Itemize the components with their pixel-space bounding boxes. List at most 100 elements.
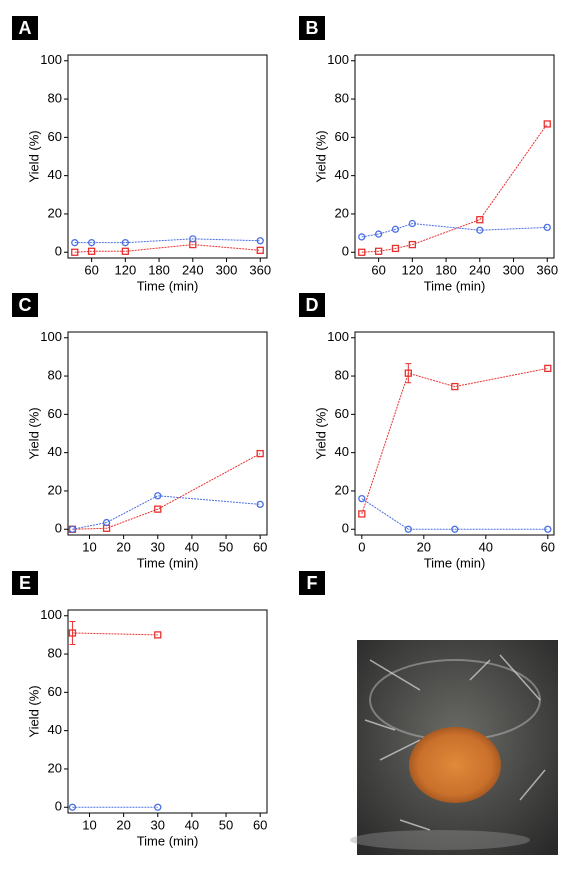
error-bar xyxy=(405,363,412,384)
y-tick-label: 100 xyxy=(327,329,349,344)
x-tick-label: 300 xyxy=(503,262,525,277)
x-tick-label: 20 xyxy=(417,539,431,554)
data-point xyxy=(358,248,366,256)
panel-label-box xyxy=(299,16,325,40)
plot-frame xyxy=(354,331,555,536)
data-point xyxy=(391,225,400,233)
data-point xyxy=(256,500,264,509)
x-tick-label: 40 xyxy=(185,539,199,554)
data-point xyxy=(68,525,77,533)
panel-label: C xyxy=(19,295,32,315)
data-point xyxy=(68,803,77,811)
panel-label: E xyxy=(19,573,31,593)
data-point xyxy=(87,247,96,255)
y-tick-label: 60 xyxy=(335,406,349,421)
data-point xyxy=(544,364,552,373)
error-bar xyxy=(69,620,76,645)
x-tick-label: 0 xyxy=(358,539,365,554)
data-point xyxy=(154,803,162,811)
x-tick-label: 60 xyxy=(84,262,98,277)
data-point xyxy=(408,240,416,249)
x-tick-label: 120 xyxy=(114,262,136,277)
panel: D 0 20 40 60 80 100 0 20 40 60 Time (min) Yield (%) xyxy=(299,293,555,570)
data-point xyxy=(404,369,412,377)
y-tick-label: 40 xyxy=(48,167,62,182)
y-tick-label: 20 xyxy=(48,205,62,220)
panel-label-box xyxy=(299,293,325,317)
x-axis-title: Time (min) xyxy=(424,555,486,570)
y-tick-label: 20 xyxy=(48,482,62,497)
x-tick-label: 20 xyxy=(116,817,130,832)
y-tick-label: 100 xyxy=(327,52,349,67)
plot-frame xyxy=(67,54,268,259)
data-point xyxy=(544,525,552,533)
data-point xyxy=(71,248,79,256)
x-tick-label: 360 xyxy=(536,262,558,277)
series-line xyxy=(72,495,261,530)
x-tick-label: 20 xyxy=(116,539,130,554)
series-line xyxy=(361,123,548,253)
x-tick-label: 60 xyxy=(541,539,555,554)
x-tick-label: 30 xyxy=(151,539,165,554)
panel: F xyxy=(299,571,325,595)
x-tick-label: 360 xyxy=(249,262,271,277)
y-tick-label: 80 xyxy=(335,367,349,382)
y-axis-title: Yield (%) xyxy=(26,407,41,459)
data-point xyxy=(102,518,111,527)
y-tick-label: 20 xyxy=(335,482,349,497)
x-tick-label: 300 xyxy=(216,262,238,277)
x-tick-label: 50 xyxy=(219,539,233,554)
data-point xyxy=(358,494,366,503)
y-tick-label: 60 xyxy=(335,129,349,144)
data-point xyxy=(451,382,459,391)
x-tick-label: 10 xyxy=(82,539,96,554)
data-point xyxy=(358,233,366,241)
data-point xyxy=(87,239,96,247)
x-axis-title: Time (min) xyxy=(137,555,199,570)
panel: A 0 20 40 60 80 100 60 120 180 240 300 360 Time (min)… xyxy=(12,16,271,293)
data-point xyxy=(154,631,162,639)
data-point xyxy=(391,244,400,253)
data-point xyxy=(121,247,129,255)
x-tick-label: 50 xyxy=(219,817,233,832)
x-tick-label: 60 xyxy=(371,262,385,277)
data-point xyxy=(256,449,264,458)
y-tick-label: 80 xyxy=(335,90,349,105)
y-tick-label: 0 xyxy=(342,244,349,259)
data-point xyxy=(451,525,459,533)
x-tick-label: 60 xyxy=(253,539,267,554)
panel-label-box xyxy=(12,16,38,40)
x-tick-label: 60 xyxy=(253,817,267,832)
data-point xyxy=(374,247,383,255)
data-point xyxy=(256,237,264,245)
y-tick-label: 60 xyxy=(48,406,62,421)
x-tick-label: 180 xyxy=(148,262,170,277)
y-tick-label: 40 xyxy=(335,444,349,459)
data-point xyxy=(256,246,264,254)
y-axis-title: Yield (%) xyxy=(26,685,41,737)
y-tick-label: 0 xyxy=(55,521,62,536)
panel-label: F xyxy=(307,573,318,593)
y-tick-label: 0 xyxy=(55,244,62,259)
panel-label-box xyxy=(299,571,325,595)
data-point xyxy=(476,216,484,224)
data-point xyxy=(543,223,551,232)
panel: C 0 20 40 60 80 100 10 20 30 40 50 60 Time (min) Yield… xyxy=(12,293,268,570)
series-line xyxy=(72,632,158,636)
y-tick-label: 40 xyxy=(48,444,62,459)
data-point xyxy=(189,235,197,243)
x-tick-label: 10 xyxy=(82,817,96,832)
photo xyxy=(350,640,558,855)
y-tick-label: 0 xyxy=(342,521,349,536)
y-tick-label: 80 xyxy=(48,90,62,105)
series-line xyxy=(361,367,548,515)
x-tick-label: 30 xyxy=(151,817,165,832)
y-tick-label: 100 xyxy=(40,329,62,344)
y-tick-label: 100 xyxy=(40,607,62,622)
panel-label: D xyxy=(306,295,319,315)
data-point xyxy=(71,239,79,247)
y-tick-label: 20 xyxy=(48,760,62,775)
y-tick-label: 100 xyxy=(40,52,62,67)
y-tick-label: 80 xyxy=(48,367,62,382)
